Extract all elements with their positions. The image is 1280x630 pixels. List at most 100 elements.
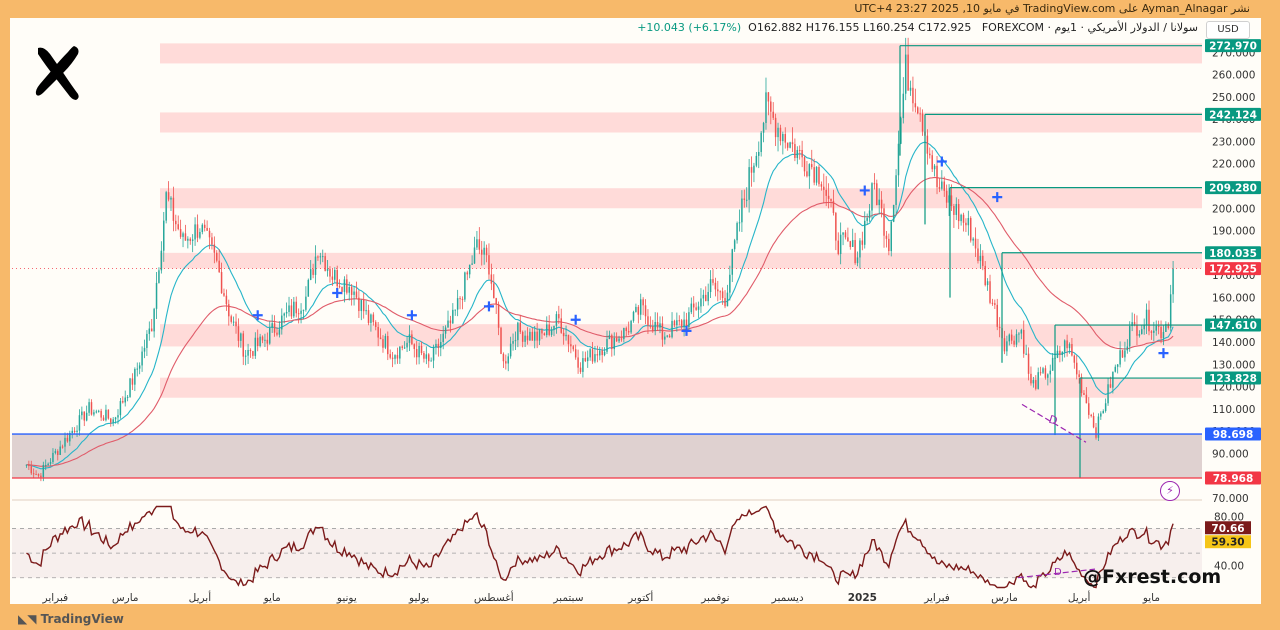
candle-body [1172, 268, 1174, 295]
candle-body [283, 313, 285, 316]
candle-body [266, 339, 269, 344]
candle-body [1133, 322, 1136, 325]
candle-body [179, 229, 182, 237]
x-tick-label: مايو [263, 592, 281, 604]
candle-body [1044, 368, 1047, 378]
candle-body [868, 210, 871, 219]
candle-body [129, 378, 131, 397]
cross-marker [252, 310, 263, 321]
candle-body [367, 310, 370, 323]
candle-body [721, 291, 724, 299]
candle-body [953, 206, 955, 215]
flash-icon[interactable]: ⚡ [1160, 481, 1180, 501]
candle-body [1126, 346, 1129, 351]
candle-body [531, 331, 534, 341]
candle-body [64, 437, 66, 447]
candle-body [1107, 384, 1109, 404]
candle-body [254, 337, 257, 356]
candle-body [553, 325, 555, 330]
candle-body [700, 298, 702, 307]
currency-button[interactable]: USD [1206, 21, 1250, 39]
price-label-bg [1205, 262, 1261, 276]
y-tick-label: 140.000 [1212, 337, 1255, 349]
candle-body [596, 354, 599, 356]
cross-marker [1158, 348, 1169, 359]
x-tick-label: مايو [1142, 592, 1160, 604]
candle-body [461, 298, 464, 300]
candle-body [476, 239, 478, 248]
candle-body [493, 283, 495, 299]
candle-body [146, 333, 148, 348]
candle-body [748, 167, 750, 200]
candle-body [907, 54, 909, 91]
candle-body [820, 184, 823, 187]
candle-body [685, 319, 688, 328]
candle-body [276, 332, 278, 335]
candle-body [196, 224, 199, 238]
candle-body [603, 351, 606, 356]
candle-body [240, 333, 242, 341]
candle-body [126, 396, 129, 398]
candle-body [647, 316, 649, 326]
y-tick-label: 110.000 [1212, 404, 1255, 416]
watermark-text: @Fxrest.com [1083, 566, 1222, 588]
candle-body [538, 329, 541, 341]
candle-body [753, 165, 755, 173]
candle-body [382, 339, 384, 348]
divergence-label: D [1047, 413, 1059, 428]
candle-body [459, 298, 461, 300]
candle-body [892, 204, 895, 222]
candle-body [425, 354, 428, 359]
candle-body [69, 433, 71, 442]
candle-body [61, 446, 64, 448]
candle-body [208, 230, 211, 238]
candle-body [362, 300, 365, 312]
candle-body [1092, 416, 1095, 428]
candle-body [435, 343, 437, 348]
candle-body [1080, 376, 1083, 394]
candle-body [505, 361, 507, 364]
candle-body [312, 269, 314, 275]
x-tick-label: يونيو [336, 592, 357, 604]
candle-body [714, 282, 717, 290]
candle-body [555, 314, 558, 326]
candle-body [594, 354, 596, 362]
candle-body [408, 334, 411, 343]
candle-body [529, 331, 531, 341]
price-label: 242.124 [1209, 109, 1257, 121]
candle-body [1068, 344, 1071, 349]
candle-body [586, 357, 589, 362]
price-change: +10.043 (+6.17%) [637, 21, 742, 34]
candle-body [929, 153, 931, 156]
y-tick-label: 250.000 [1212, 92, 1255, 104]
candle-body [44, 464, 47, 466]
candle-body [326, 268, 329, 271]
candle-body [54, 451, 57, 453]
candle-body [678, 320, 681, 322]
candle-body [620, 338, 623, 340]
candle-body [926, 135, 929, 154]
candle-body [762, 122, 765, 133]
candle-body [252, 351, 254, 356]
candle-body [536, 331, 538, 341]
candle-body [158, 270, 160, 283]
cross-marker [936, 156, 947, 167]
horizontal-levels: 272.970 242.124 209.280 180.035 172.925 147.6… [12, 39, 1261, 485]
candle-body [680, 320, 683, 328]
price-label-bg [1205, 471, 1261, 485]
symbol-name[interactable]: سولانا / الدولار الأمريكي · 1يوم · FOREX… [981, 21, 1198, 34]
candle-body [480, 249, 483, 255]
candle-body [837, 240, 840, 255]
candle-body [350, 287, 353, 295]
candle-body [374, 322, 377, 328]
candle-body [873, 183, 876, 185]
candle-body [560, 318, 562, 333]
x-tick-label: أغسطس [474, 590, 514, 604]
cross-marker [406, 310, 417, 321]
candle-body [155, 282, 158, 309]
brand-label: TradingView [40, 612, 124, 626]
candle-body [141, 351, 143, 366]
candle-body [724, 298, 726, 307]
candle-body [66, 437, 69, 442]
